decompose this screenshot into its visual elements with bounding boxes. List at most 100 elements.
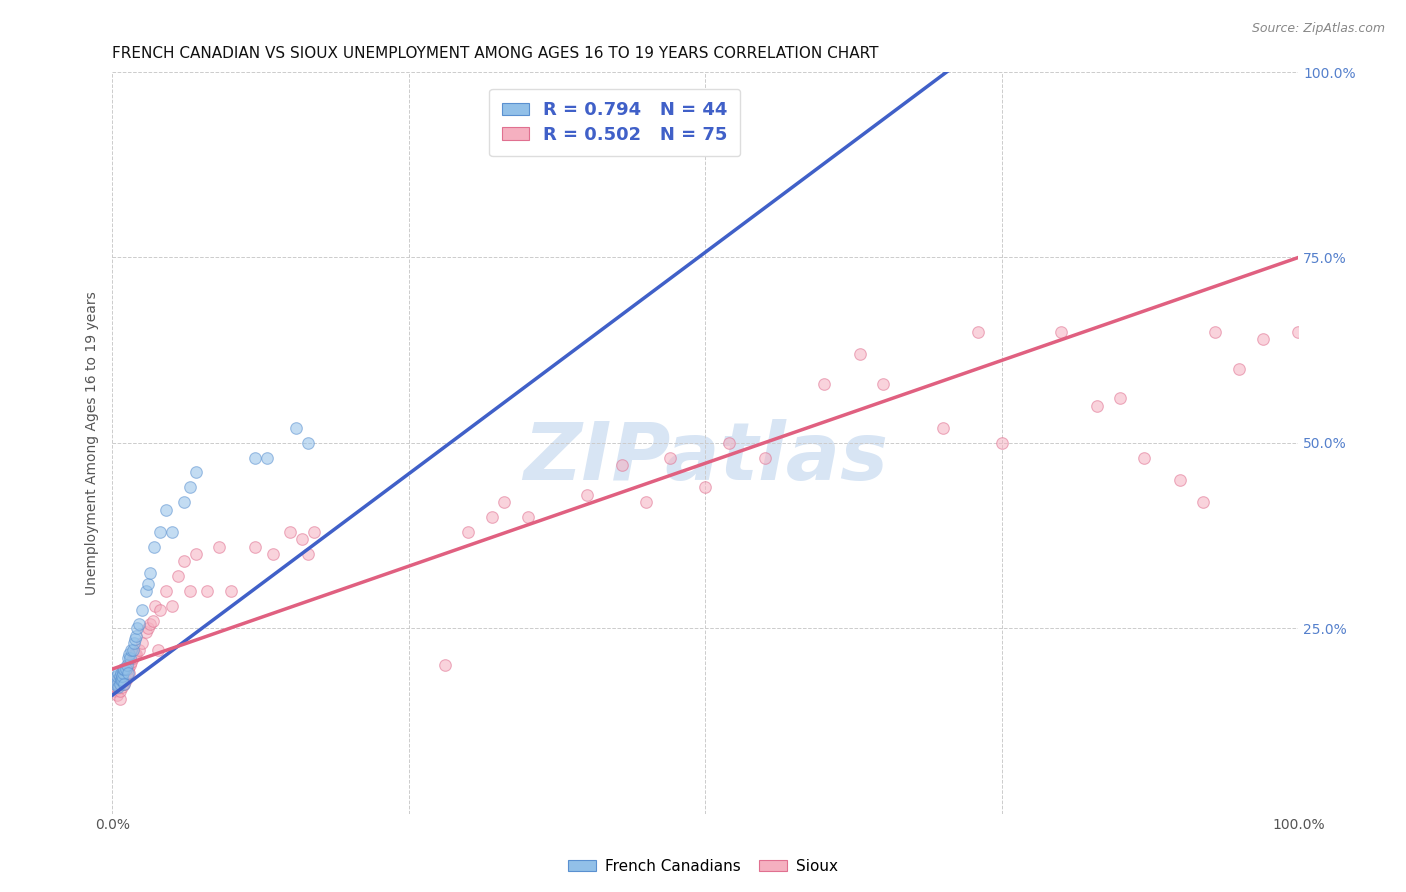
Point xyxy=(155,502,177,516)
Point xyxy=(262,547,284,561)
Point xyxy=(516,510,538,524)
Point xyxy=(121,643,143,657)
Point xyxy=(179,480,201,494)
Point xyxy=(1109,392,1132,406)
Text: ZIPatlas: ZIPatlas xyxy=(523,418,889,497)
Point xyxy=(105,677,128,691)
Point xyxy=(139,617,162,632)
Point xyxy=(131,636,153,650)
Point xyxy=(143,540,166,554)
Point xyxy=(108,691,131,706)
Point xyxy=(121,650,143,665)
Point xyxy=(481,510,503,524)
Point xyxy=(105,669,128,683)
Point xyxy=(122,636,145,650)
Point xyxy=(931,421,953,435)
Point xyxy=(112,662,135,676)
Point xyxy=(124,647,146,661)
Point xyxy=(105,673,128,687)
Point xyxy=(136,576,159,591)
Point xyxy=(285,421,308,435)
Point xyxy=(104,684,127,698)
Point xyxy=(433,658,456,673)
Point xyxy=(124,632,146,647)
Text: Source: ZipAtlas.com: Source: ZipAtlas.com xyxy=(1251,22,1385,36)
Point xyxy=(658,450,681,465)
Point xyxy=(695,480,717,494)
Point xyxy=(160,599,183,613)
Point xyxy=(142,614,165,628)
Point xyxy=(149,602,172,616)
Point xyxy=(143,599,166,613)
Point xyxy=(108,677,131,691)
Point xyxy=(105,681,128,695)
Point xyxy=(139,566,162,580)
Point xyxy=(155,584,177,599)
Point xyxy=(612,458,634,472)
Point xyxy=(111,673,134,687)
Point xyxy=(872,376,894,391)
Point xyxy=(114,673,136,687)
Point xyxy=(117,662,139,676)
Point xyxy=(1286,325,1309,339)
Point xyxy=(118,665,141,680)
Y-axis label: Unemployment Among Ages 16 to 19 years: Unemployment Among Ages 16 to 19 years xyxy=(86,291,100,595)
Point xyxy=(112,662,135,676)
Point xyxy=(112,677,135,691)
Point xyxy=(146,643,169,657)
Point xyxy=(117,650,139,665)
Point xyxy=(208,540,231,554)
Point xyxy=(108,684,131,698)
Point xyxy=(636,495,658,509)
Point xyxy=(111,673,134,687)
Point xyxy=(256,450,278,465)
Point xyxy=(136,621,159,635)
Point xyxy=(492,495,515,509)
Point xyxy=(173,495,195,509)
Point xyxy=(117,665,139,680)
Point xyxy=(107,665,129,680)
Point xyxy=(280,524,302,539)
Point xyxy=(135,624,157,639)
Point xyxy=(107,681,129,695)
Point xyxy=(107,677,129,691)
Point xyxy=(302,524,325,539)
Point xyxy=(128,617,150,632)
Point xyxy=(754,450,776,465)
Point xyxy=(991,435,1014,450)
Point xyxy=(120,650,142,665)
Point xyxy=(122,647,145,661)
Point xyxy=(1204,325,1226,339)
Point xyxy=(135,584,157,599)
Point xyxy=(173,554,195,568)
Point xyxy=(1050,325,1073,339)
Point xyxy=(813,376,835,391)
Point xyxy=(575,488,598,502)
Point xyxy=(149,524,172,539)
Legend: R = 0.794   N = 44, R = 0.502   N = 75: R = 0.794 N = 44, R = 0.502 N = 75 xyxy=(489,88,741,156)
Point xyxy=(112,677,135,691)
Point xyxy=(967,325,990,339)
Point xyxy=(127,621,149,635)
Point xyxy=(121,643,143,657)
Point xyxy=(110,665,132,680)
Point xyxy=(718,435,741,450)
Point xyxy=(195,584,218,599)
Point xyxy=(112,677,135,691)
Point xyxy=(1085,399,1108,413)
Point xyxy=(118,647,141,661)
Point xyxy=(291,532,314,546)
Point xyxy=(110,673,132,687)
Point xyxy=(114,662,136,676)
Point xyxy=(111,681,134,695)
Point xyxy=(166,569,188,583)
Point xyxy=(1168,473,1191,487)
Legend: French Canadians, Sioux: French Canadians, Sioux xyxy=(562,853,844,880)
Point xyxy=(112,665,135,680)
Point xyxy=(107,673,129,687)
Point xyxy=(219,584,242,599)
Point xyxy=(243,450,266,465)
Point xyxy=(848,347,870,361)
Point xyxy=(1133,450,1156,465)
Point xyxy=(128,643,150,657)
